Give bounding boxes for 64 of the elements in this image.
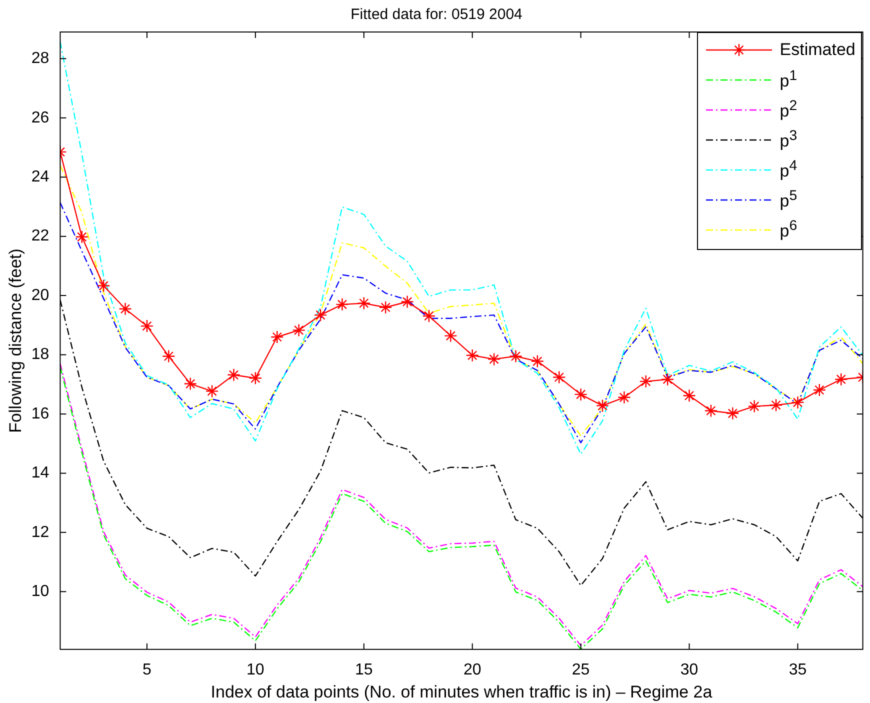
y-tick-label: 12	[31, 524, 50, 541]
point	[400, 295, 414, 308]
point	[791, 396, 804, 410]
x-tick-label: 15	[354, 661, 373, 678]
legend-label: p$^{5}$	[780, 188, 798, 212]
y-axis-title: Following distance (feet)	[6, 248, 25, 433]
x-tick-label: 10	[246, 661, 264, 678]
x-tick-label: 30	[680, 661, 698, 678]
legend-label: Estimated	[780, 40, 856, 60]
point	[682, 389, 696, 402]
point	[378, 300, 392, 314]
y-tick-label: 16	[31, 405, 50, 422]
y-tick-label: 10	[31, 583, 50, 600]
point	[205, 384, 219, 398]
point	[748, 400, 761, 413]
y-tick-label: 22	[31, 228, 50, 245]
point	[618, 390, 631, 404]
point	[487, 352, 501, 366]
chart-title: Fitted data for: 0519 2004	[350, 6, 522, 24]
point	[75, 230, 88, 244]
point	[162, 350, 176, 363]
y-tick-label: 24	[31, 168, 50, 186]
x-axis-title: Index of data points (No. of minutes when traffic is in) – Regime 2a	[210, 682, 713, 702]
legend-label: p$^{2}$	[780, 98, 798, 122]
point	[248, 372, 262, 385]
point	[812, 383, 826, 397]
point	[466, 348, 479, 362]
point	[96, 279, 110, 292]
point	[530, 354, 544, 368]
point	[336, 298, 349, 312]
x-tick-label: 25	[572, 661, 590, 678]
x-tick-label: 5	[142, 661, 152, 678]
point	[834, 372, 848, 386]
point	[596, 399, 610, 412]
point	[574, 388, 588, 402]
point	[292, 324, 306, 337]
x-tick-label: 20	[463, 661, 482, 678]
point	[140, 319, 154, 333]
point	[660, 372, 674, 386]
point	[357, 296, 370, 310]
point	[270, 330, 284, 344]
point	[227, 368, 240, 382]
y-tick-label: 18	[31, 346, 50, 364]
legend-label: p$^{1}$	[780, 68, 798, 92]
x-tick-label: 35	[788, 661, 807, 678]
y-tick-label: 28	[31, 50, 50, 68]
point	[552, 370, 566, 384]
point	[639, 374, 652, 388]
point	[118, 302, 132, 316]
point	[422, 309, 436, 323]
point	[184, 377, 197, 390]
point	[704, 404, 718, 418]
y-tick-label: 14	[31, 464, 50, 482]
point	[769, 398, 783, 412]
legend-label: p$^{6}$	[780, 218, 798, 242]
line-series	[60, 40, 863, 455]
point	[509, 350, 522, 363]
y-tick-label: 26	[31, 109, 50, 126]
y-tick-label: 20	[31, 286, 50, 304]
point	[314, 308, 328, 322]
legend-label: p$^{3}$	[780, 128, 798, 152]
legend-label: p$^{4}$	[780, 158, 798, 182]
point	[444, 329, 458, 342]
point	[726, 406, 740, 420]
